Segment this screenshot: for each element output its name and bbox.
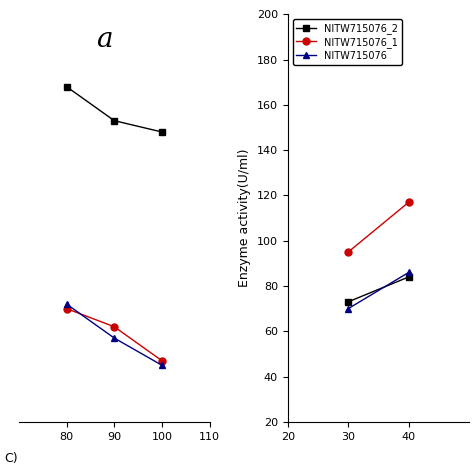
NITW715076_1 xyxy=(346,249,351,255)
Legend: NITW715076_2, NITW715076_1, NITW715076: NITW715076_2, NITW715076_1, NITW715076 xyxy=(292,19,401,64)
NITW715076 xyxy=(406,270,411,275)
NITW715076_1 xyxy=(406,200,411,205)
NITW715076_2 xyxy=(406,274,411,280)
Line: NITW715076_2: NITW715076_2 xyxy=(345,273,412,305)
Text: C): C) xyxy=(5,452,18,465)
Y-axis label: Enzyme activity(U/ml): Enzyme activity(U/ml) xyxy=(238,149,251,287)
Line: NITW715076_1: NITW715076_1 xyxy=(345,199,412,255)
Line: NITW715076: NITW715076 xyxy=(345,269,412,312)
NITW715076 xyxy=(346,306,351,311)
Text: a: a xyxy=(97,27,113,54)
NITW715076_2 xyxy=(346,299,351,305)
